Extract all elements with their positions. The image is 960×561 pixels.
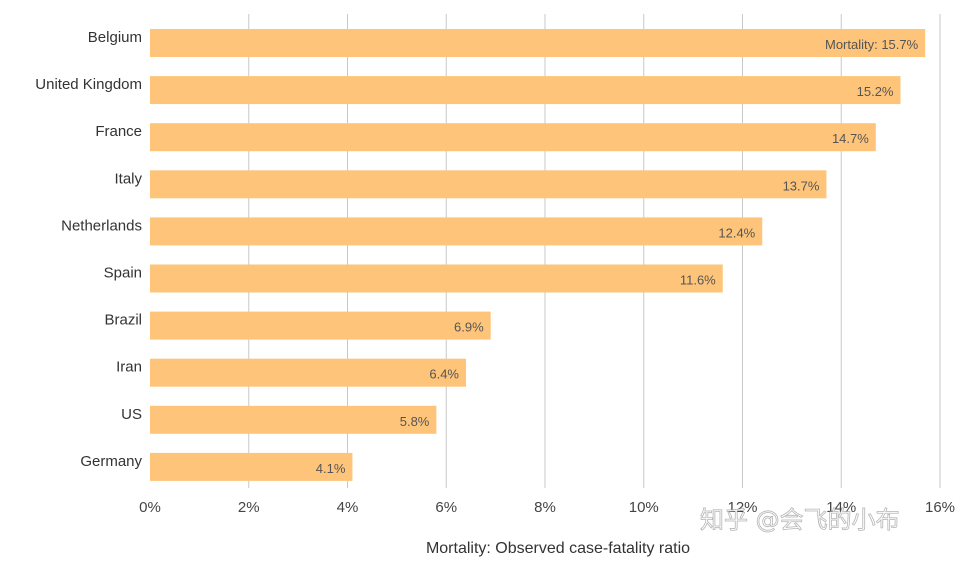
category-label: Belgium bbox=[88, 29, 142, 46]
bar bbox=[150, 452, 353, 481]
x-tick-label: 4% bbox=[337, 499, 359, 516]
data-label: 12.4% bbox=[718, 225, 755, 240]
category-label: Germany bbox=[80, 453, 142, 470]
x-tick-label: 12% bbox=[727, 499, 757, 516]
watermark: 知乎 @会飞的小布 bbox=[700, 506, 900, 534]
category-label: France bbox=[95, 123, 142, 140]
data-label: 11.6% bbox=[680, 273, 716, 288]
x-tick-label: 10% bbox=[629, 499, 659, 516]
bar bbox=[150, 29, 926, 57]
data-label: 6.4% bbox=[429, 367, 459, 382]
category-label: Spain bbox=[104, 265, 142, 282]
bar bbox=[150, 217, 763, 246]
data-label: 4.1% bbox=[316, 461, 346, 476]
x-tick-label: 16% bbox=[925, 499, 955, 516]
x-axis-title: Mortality: Observed case-fatality ratio bbox=[426, 540, 690, 557]
data-label: Mortality: 15.7% bbox=[825, 37, 919, 52]
category-label: US bbox=[121, 406, 142, 423]
data-label: 13.7% bbox=[783, 178, 820, 193]
x-tick-label: 6% bbox=[435, 499, 457, 516]
x-tick-label: 0% bbox=[139, 499, 161, 516]
x-tick-label: 2% bbox=[238, 499, 260, 516]
bar bbox=[150, 358, 466, 387]
category-label: Iran bbox=[116, 359, 142, 376]
category-label: United Kingdom bbox=[35, 76, 142, 93]
data-label: 5.8% bbox=[400, 414, 430, 429]
category-label: Italy bbox=[114, 170, 142, 187]
value-labels: Mortality: 15.7% 15.2% 14.7% 13.7% 12.4% 11.6… bbox=[316, 37, 919, 476]
x-tick-labels: 0% 2% 4% 6% 8% 10% 12% 14% 16% bbox=[139, 499, 955, 516]
x-tick-label: 14% bbox=[826, 499, 856, 516]
bar bbox=[150, 76, 901, 105]
x-tick-label: 8% bbox=[534, 499, 556, 516]
bar bbox=[150, 405, 437, 434]
category-labels: Belgium United Kingdom France Italy Netherla… bbox=[35, 29, 142, 470]
category-label: Netherlands bbox=[61, 217, 142, 234]
data-label: 14.7% bbox=[832, 131, 869, 146]
data-label: 6.9% bbox=[454, 320, 484, 335]
bar bbox=[150, 123, 876, 152]
bar bbox=[150, 311, 491, 340]
data-label: 15.2% bbox=[857, 84, 894, 99]
bar bbox=[150, 170, 827, 199]
bar bbox=[150, 264, 723, 293]
bars bbox=[150, 29, 926, 481]
category-label: Brazil bbox=[104, 312, 142, 329]
